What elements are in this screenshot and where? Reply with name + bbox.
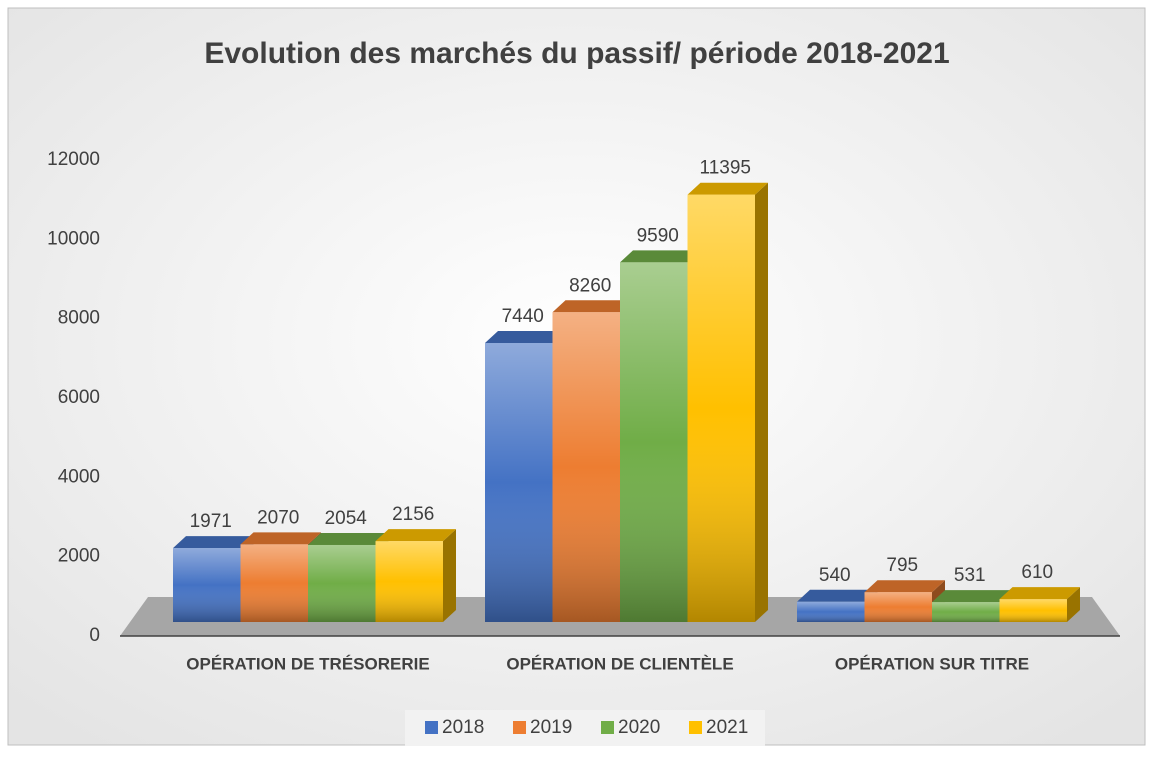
bar-top [308, 532, 389, 545]
chart-title: Evolution des marchés du passif/ période… [204, 37, 949, 70]
y-tick-label: 0 [89, 625, 100, 646]
bar-top [552, 300, 633, 313]
bar-shade [932, 602, 1000, 622]
x-tick-label: OPÉRATION DE CLIENTÈLE [506, 654, 733, 673]
bar-top [375, 529, 456, 542]
bar-top [173, 536, 254, 549]
bar-top [999, 587, 1080, 600]
bar-top [797, 589, 878, 602]
bar-shade [375, 541, 443, 622]
bar-top [687, 182, 768, 195]
y-tick-label: 6000 [58, 387, 100, 408]
legend-label: 2020 [618, 717, 660, 738]
legend-swatch [513, 721, 526, 734]
bar-side [1067, 587, 1080, 622]
x-tick-label: OPÉRATION SUR TITRE [835, 654, 1029, 673]
y-tick-label: 4000 [58, 466, 100, 487]
bar-side [443, 529, 456, 622]
data-label: 9590 [637, 225, 679, 246]
data-label: 8260 [569, 275, 611, 296]
data-label: 2156 [392, 504, 434, 525]
bar-shade [797, 601, 865, 622]
bar-top [240, 532, 321, 545]
bar-shade [687, 194, 755, 622]
data-label: 531 [954, 565, 986, 586]
legend-swatch [425, 721, 438, 734]
legend-swatch [689, 721, 702, 734]
x-tick-label: OPÉRATION DE TRÉSORERIE [186, 654, 429, 673]
y-tick-label: 12000 [47, 149, 100, 170]
bar-shade [240, 544, 308, 622]
bar-top [620, 250, 701, 263]
y-tick-label: 2000 [58, 546, 100, 567]
bar-top [485, 331, 566, 343]
data-label: 7440 [502, 306, 544, 327]
bar-shade [173, 548, 241, 622]
data-label: 1971 [190, 511, 232, 532]
data-label: 11395 [700, 158, 751, 179]
data-label: 795 [886, 555, 918, 576]
bar-top [864, 580, 945, 593]
legend-swatch [601, 721, 614, 734]
bar-top [932, 590, 1013, 603]
data-label: 610 [1021, 562, 1053, 583]
bar-shade [552, 312, 620, 622]
legend-label: 2021 [706, 717, 748, 738]
bar-side [755, 182, 768, 622]
bar-shade [485, 343, 553, 622]
y-tick-label: 8000 [58, 308, 100, 329]
data-label: 2054 [325, 508, 368, 529]
bar-shade [999, 599, 1067, 622]
bar-shade [864, 592, 932, 622]
data-label: 2070 [257, 507, 299, 528]
y-tick-label: 10000 [47, 228, 100, 249]
legend-box [405, 710, 765, 746]
data-label: 540 [819, 565, 851, 586]
bar-shade [620, 262, 688, 622]
legend-label: 2018 [442, 717, 484, 738]
legend-label: 2019 [530, 717, 572, 738]
bar-shade [308, 544, 376, 622]
